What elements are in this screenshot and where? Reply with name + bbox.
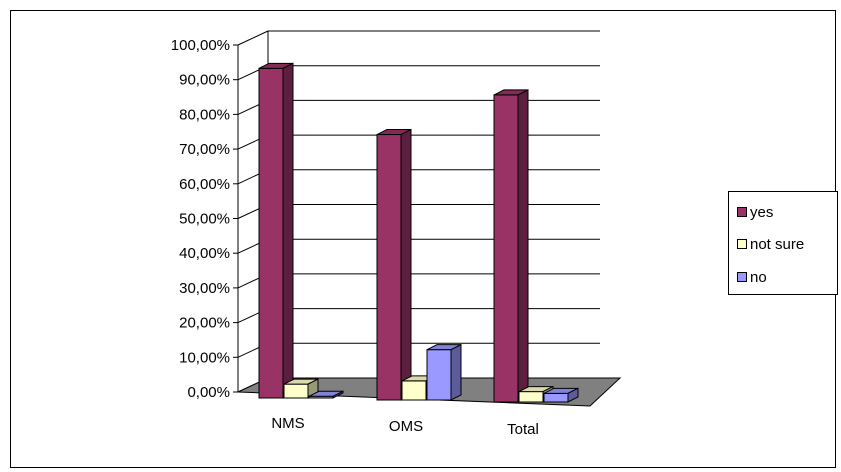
bar-yes-side — [282, 62, 294, 399]
y-tick-label: 30,00% — [179, 280, 230, 297]
gridline-side — [237, 30, 269, 46]
bar-no-front — [426, 349, 452, 401]
y-tick-label: 0,00% — [187, 384, 230, 401]
bar-yes-front — [258, 67, 284, 399]
bar-yes-front — [493, 94, 519, 403]
bar-no-front — [543, 392, 569, 403]
bar-no-side — [567, 387, 579, 403]
bar-not-sure-front — [518, 391, 544, 403]
y-tick-label: 10,00% — [179, 349, 230, 366]
legend-swatch-no — [737, 272, 747, 282]
bar-not-sure-front — [283, 383, 309, 399]
y-tick-label: 90,00% — [179, 72, 230, 89]
bar-yes-side — [400, 128, 412, 401]
bar-not-sure-front — [401, 380, 427, 401]
bar-yes-side — [517, 89, 529, 403]
y-tick-label: 60,00% — [179, 176, 230, 193]
y-tick-label: 100,00% — [171, 37, 230, 54]
x-category-label: Total — [507, 421, 539, 438]
bar-no-side — [332, 390, 344, 399]
bar-yes-front — [376, 134, 402, 401]
legend-label-yes: yes — [750, 203, 774, 221]
y-tick-label: 50,00% — [179, 211, 230, 228]
y-tick-label: 40,00% — [179, 245, 230, 262]
x-category-label: OMS — [389, 418, 423, 435]
legend-item-no: no — [737, 267, 767, 287]
y-tick-label: 80,00% — [179, 106, 230, 123]
y-tick-label: 20,00% — [179, 315, 230, 332]
x-category-label: NMS — [271, 415, 304, 432]
bar-no-side — [450, 343, 462, 401]
legend-swatch-not-sure — [737, 239, 747, 249]
y-tick-label: 70,00% — [179, 141, 230, 158]
legend-item-not-sure: not sure — [737, 234, 804, 254]
legend-swatch-yes — [737, 207, 747, 217]
legend-label-not-sure: not sure — [750, 235, 805, 253]
legend-label-no: no — [750, 268, 767, 286]
legend-item-yes: yes — [737, 202, 773, 222]
legend: yes not sure no — [728, 191, 838, 295]
